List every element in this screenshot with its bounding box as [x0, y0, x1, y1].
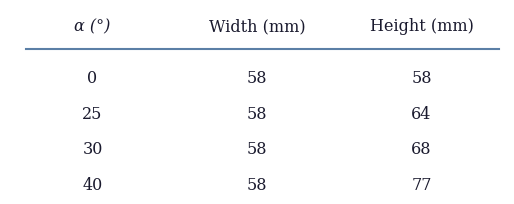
Text: Width (mm): Width (mm): [209, 18, 305, 35]
Text: 25: 25: [82, 106, 103, 123]
Text: 58: 58: [247, 70, 267, 87]
Text: 68: 68: [411, 141, 432, 159]
Text: 0: 0: [87, 70, 98, 87]
Text: 64: 64: [411, 106, 432, 123]
Text: 40: 40: [82, 177, 103, 194]
Text: 30: 30: [82, 141, 103, 159]
Text: 58: 58: [247, 106, 267, 123]
Text: α (°): α (°): [75, 18, 111, 35]
Text: 77: 77: [411, 177, 432, 194]
Text: 58: 58: [247, 141, 267, 159]
Text: Height (mm): Height (mm): [370, 18, 473, 35]
Text: 58: 58: [411, 70, 432, 87]
Text: 58: 58: [247, 177, 267, 194]
